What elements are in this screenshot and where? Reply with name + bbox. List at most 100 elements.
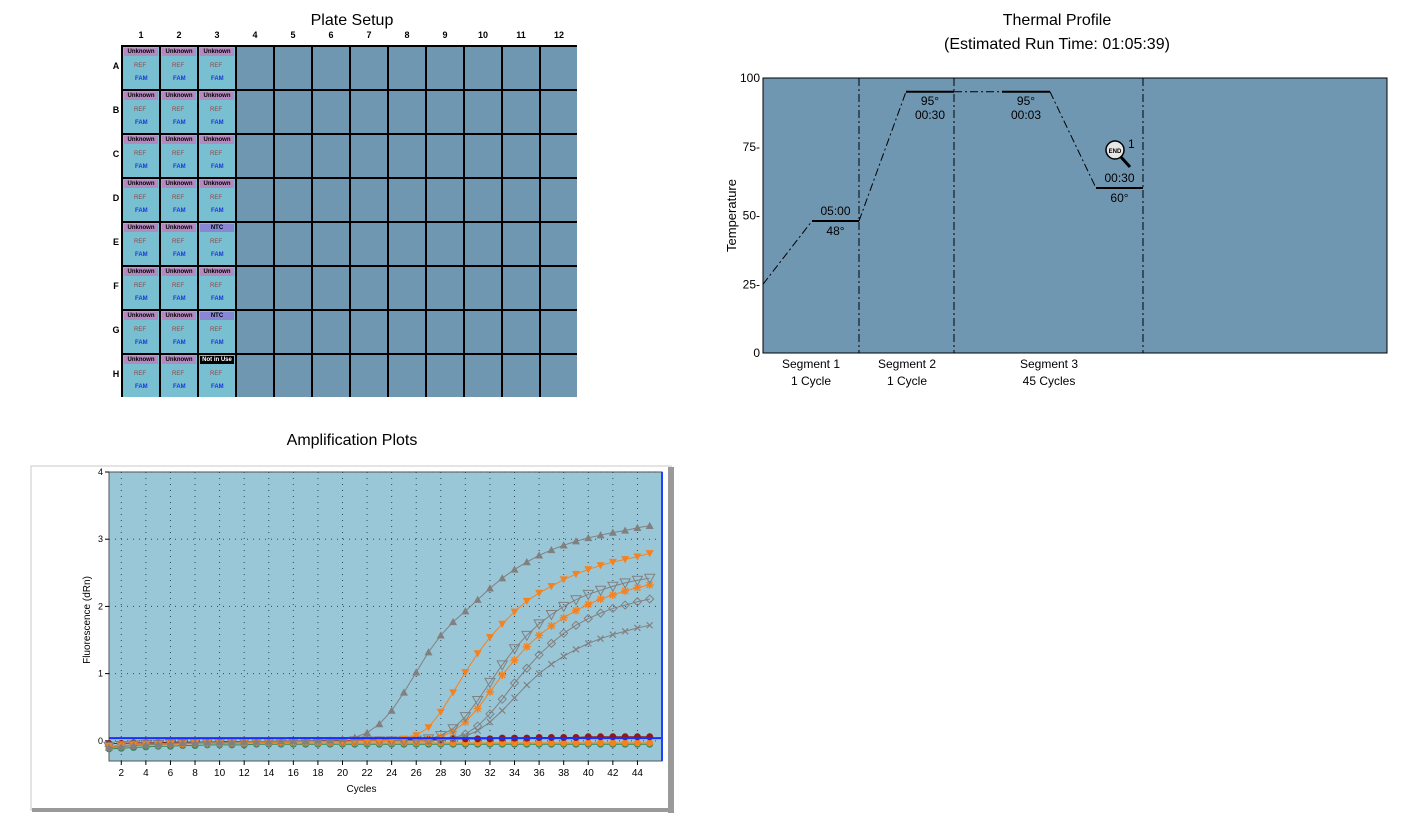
plate-well-E3[interactable]: NTC REF FAM xyxy=(199,223,235,265)
plate-well-B12[interactable] xyxy=(541,91,577,133)
plate-well-B10[interactable] xyxy=(465,91,501,133)
plate-well-D1[interactable]: Unknown REF FAM xyxy=(123,179,159,221)
plate-well-D6[interactable] xyxy=(313,179,349,221)
plate-well-B1[interactable]: Unknown REF FAM xyxy=(123,91,159,133)
plate-well-H8[interactable] xyxy=(389,355,425,397)
plate-well-C10[interactable] xyxy=(465,135,501,177)
plate-well-E8[interactable] xyxy=(389,223,425,265)
plate-well-A11[interactable] xyxy=(503,47,539,89)
plate-well-A4[interactable] xyxy=(237,47,273,89)
data-point xyxy=(191,738,200,747)
plate-well-H5[interactable] xyxy=(275,355,311,397)
plate-well-F7[interactable] xyxy=(351,267,387,309)
plate-well-G7[interactable] xyxy=(351,311,387,353)
plate-well-B4[interactable] xyxy=(237,91,273,133)
plate-well-H10[interactable] xyxy=(465,355,501,397)
plate-well-E6[interactable] xyxy=(313,223,349,265)
plate-well-B8[interactable] xyxy=(389,91,425,133)
plate-well-C9[interactable] xyxy=(427,135,463,177)
plate-well-B11[interactable] xyxy=(503,91,539,133)
plate-well-G2[interactable]: Unknown REF FAM xyxy=(161,311,197,353)
plate-well-G6[interactable] xyxy=(313,311,349,353)
plate-well-H11[interactable] xyxy=(503,355,539,397)
plate-well-A6[interactable] xyxy=(313,47,349,89)
plate-well-E1[interactable]: Unknown REF FAM xyxy=(123,223,159,265)
plate-well-A1[interactable]: Unknown REF FAM xyxy=(123,47,159,89)
plate-well-H7[interactable] xyxy=(351,355,387,397)
plate-well-F9[interactable] xyxy=(427,267,463,309)
plate-well-E5[interactable] xyxy=(275,223,311,265)
plate-well-H12[interactable] xyxy=(541,355,577,397)
well-type-badge: Unknown xyxy=(162,312,196,320)
plate-well-B6[interactable] xyxy=(313,91,349,133)
plate-well-D9[interactable] xyxy=(427,179,463,221)
plate-well-H6[interactable] xyxy=(313,355,349,397)
plate-well-F12[interactable] xyxy=(541,267,577,309)
plate-well-E12[interactable] xyxy=(541,223,577,265)
plate-well-C3[interactable]: Unknown REF FAM xyxy=(199,135,235,177)
plate-well-E7[interactable] xyxy=(351,223,387,265)
plate-well-H1[interactable]: Unknown REF FAM xyxy=(123,355,159,397)
plate-well-F1[interactable]: Unknown REF FAM xyxy=(123,267,159,309)
plate-well-C8[interactable] xyxy=(389,135,425,177)
plate-well-E4[interactable] xyxy=(237,223,273,265)
plate-well-E10[interactable] xyxy=(465,223,501,265)
plate-well-E2[interactable]: Unknown REF FAM xyxy=(161,223,197,265)
plate-well-C4[interactable] xyxy=(237,135,273,177)
plate-grid[interactable]: Unknown REF FAM Unknown REF FAM Unknown REF FAM U… xyxy=(121,45,577,397)
plate-well-F2[interactable]: Unknown REF FAM xyxy=(161,267,197,309)
plate-well-H9[interactable] xyxy=(427,355,463,397)
plate-well-G5[interactable] xyxy=(275,311,311,353)
plate-well-D3[interactable]: Unknown REF FAM xyxy=(199,179,235,221)
plate-well-F10[interactable] xyxy=(465,267,501,309)
plate-well-A2[interactable]: Unknown REF FAM xyxy=(161,47,197,89)
plate-well-G12[interactable] xyxy=(541,311,577,353)
plate-well-F8[interactable] xyxy=(389,267,425,309)
plate-well-A8[interactable] xyxy=(389,47,425,89)
plate-well-B3[interactable]: Unknown REF FAM xyxy=(199,91,235,133)
plate-well-B9[interactable] xyxy=(427,91,463,133)
plate-well-F6[interactable] xyxy=(313,267,349,309)
plate-well-D8[interactable] xyxy=(389,179,425,221)
plate-well-A10[interactable] xyxy=(465,47,501,89)
plate-well-C7[interactable] xyxy=(351,135,387,177)
plate-well-G3[interactable]: NTC REF FAM xyxy=(199,311,235,353)
plate-well-G10[interactable] xyxy=(465,311,501,353)
plate-well-B2[interactable]: Unknown REF FAM xyxy=(161,91,197,133)
plate-well-F5[interactable] xyxy=(275,267,311,309)
plate-well-C11[interactable] xyxy=(503,135,539,177)
plate-well-B7[interactable] xyxy=(351,91,387,133)
plate-well-D11[interactable] xyxy=(503,179,539,221)
plate-well-F4[interactable] xyxy=(237,267,273,309)
plate-well-D4[interactable] xyxy=(237,179,273,221)
plate-well-G4[interactable] xyxy=(237,311,273,353)
plate-well-C2[interactable]: Unknown REF FAM xyxy=(161,135,197,177)
plate-well-C12[interactable] xyxy=(541,135,577,177)
plate-well-G9[interactable] xyxy=(427,311,463,353)
plate-well-B5[interactable] xyxy=(275,91,311,133)
plate-well-A12[interactable] xyxy=(541,47,577,89)
plate-well-E11[interactable] xyxy=(503,223,539,265)
plate-well-C1[interactable]: Unknown REF FAM xyxy=(123,135,159,177)
plate-well-D5[interactable] xyxy=(275,179,311,221)
plate-well-G8[interactable] xyxy=(389,311,425,353)
plate-well-H2[interactable]: Unknown REF FAM xyxy=(161,355,197,397)
plate-well-D12[interactable] xyxy=(541,179,577,221)
plate-well-A3[interactable]: Unknown REF FAM xyxy=(199,47,235,89)
plate-well-C5[interactable] xyxy=(275,135,311,177)
plate-well-E9[interactable] xyxy=(427,223,463,265)
plate-well-A9[interactable] xyxy=(427,47,463,89)
plate-well-G1[interactable]: Unknown REF FAM xyxy=(123,311,159,353)
plate-well-A5[interactable] xyxy=(275,47,311,89)
plate-well-F11[interactable] xyxy=(503,267,539,309)
plate-well-A7[interactable] xyxy=(351,47,387,89)
plate-well-F3[interactable]: Unknown REF FAM xyxy=(199,267,235,309)
plate-well-C6[interactable] xyxy=(313,135,349,177)
plate-well-G11[interactable] xyxy=(503,311,539,353)
x-tick-label: 8 xyxy=(192,768,198,779)
plate-well-D10[interactable] xyxy=(465,179,501,221)
plate-well-D7[interactable] xyxy=(351,179,387,221)
plate-well-H4[interactable] xyxy=(237,355,273,397)
plate-well-H3[interactable]: Not in Use REF FAM xyxy=(199,355,235,397)
plate-well-D2[interactable]: Unknown REF FAM xyxy=(161,179,197,221)
